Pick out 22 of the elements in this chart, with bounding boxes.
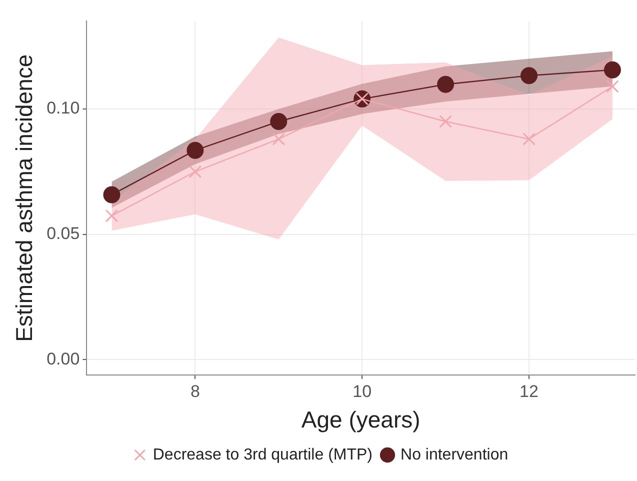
- point: [606, 80, 619, 93]
- point: [103, 186, 120, 204]
- point: [272, 132, 286, 146]
- point: [105, 209, 118, 222]
- point: [604, 61, 621, 78]
- y-tick-label: 0.00: [46, 349, 80, 368]
- legend-label: No intervention: [400, 446, 508, 464]
- point: [270, 113, 288, 130]
- y-tick-label: 0.05: [46, 224, 80, 244]
- x-tick-label: 12: [520, 382, 538, 401]
- x-axis-title: Age (years): [301, 406, 420, 433]
- y-tick-label: 0.10: [46, 98, 80, 118]
- point: [437, 76, 454, 93]
- point: [522, 132, 536, 146]
- x-tick-label: 10: [352, 382, 372, 401]
- point: [188, 165, 202, 178]
- y-axis-title: Estimated asthma incidence: [11, 54, 38, 342]
- point: [439, 115, 452, 128]
- legend-label: Decrease to 3rd quartile (MTP): [152, 446, 373, 464]
- x-tick-label: 8: [190, 382, 200, 401]
- point: [520, 67, 538, 84]
- point: [186, 142, 204, 159]
